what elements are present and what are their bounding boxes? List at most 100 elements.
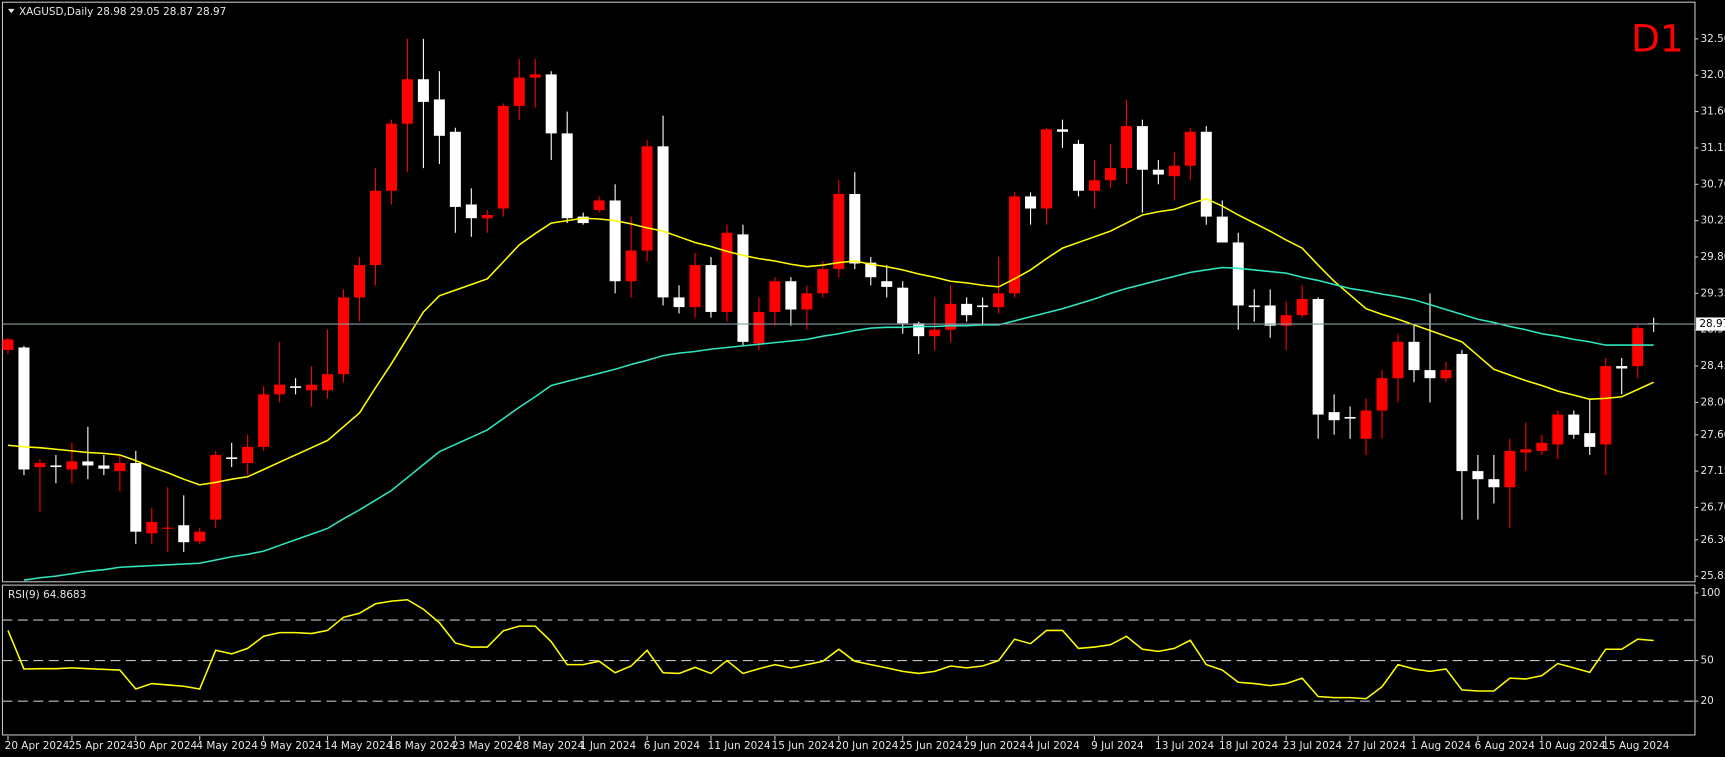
y-tick-label: 27.15 [1700,465,1725,477]
timeframe-label: D1 [1631,16,1684,60]
candle-body [993,293,1005,308]
candle-body [130,463,142,532]
x-tick-label: 18 May 2024 [388,740,457,752]
y-tick-label: 26.30 [1700,534,1725,546]
candle-body [306,384,318,391]
y-tick-label: 27.60 [1700,429,1725,441]
candle-body [369,190,381,266]
candle-body [1344,416,1356,419]
candle-body [178,525,190,543]
candle-body [322,374,334,391]
candle-body [1632,328,1644,367]
candle-body [817,269,829,294]
candle-body [337,297,350,375]
candle-body [689,265,701,308]
candle-body [1025,196,1037,209]
x-tick-label: 9 May 2024 [260,740,322,752]
y-tick-label: 20 [1700,695,1713,707]
x-tick-label: 27 Jul 2024 [1347,740,1407,752]
x-tick-label: 20 Jun 2024 [836,740,899,752]
x-tick-label: 15 Aug 2024 [1602,740,1669,752]
x-tick-label: 28 May 2024 [516,740,585,752]
candle-body [1120,126,1132,169]
candle-body [865,262,877,278]
candle-body [497,105,509,209]
x-tick-label: 23 Jul 2024 [1283,740,1343,752]
candle-body [705,265,717,312]
candle-body [913,323,925,337]
candle-body [1041,129,1053,209]
candle-body [1424,370,1436,379]
menu-arrow[interactable] [7,8,15,14]
candle-body [481,214,493,219]
candle-body [1232,242,1244,306]
candle-body [1312,299,1324,415]
candle-body [929,329,941,337]
x-tick-label: 13 Jul 2024 [1155,740,1215,752]
candle-body [561,133,573,219]
x-tick-label: 18 Jul 2024 [1219,740,1279,752]
candle-body [258,394,270,447]
x-tick-label: 25 Jun 2024 [899,740,962,752]
candle-body [114,463,126,472]
y-tick-label: 32.50 [1700,33,1725,45]
y-tick-label: 29.35 [1700,287,1725,299]
x-tick-label: 29 Jun 2024 [963,740,1026,752]
candle-body [162,527,174,529]
candle-body [1616,366,1628,369]
x-tick-label: 15 Jun 2024 [772,740,835,752]
rsi-line [7,598,1654,700]
candle-body [1009,196,1021,294]
candle-body [753,311,765,344]
candle-body [1520,449,1532,453]
candle-body [210,454,222,520]
candle-body [977,305,989,308]
candle-body [290,386,302,388]
candle-body [897,287,909,324]
candle-body [737,234,749,342]
candle-body [242,446,254,464]
candle-body [1216,216,1228,243]
candle-body [385,123,397,191]
candle-body [529,74,541,78]
candle-body [1600,366,1612,445]
y-tick-label: 26.70 [1700,501,1725,513]
candle-body [673,297,685,308]
candle-body [353,265,365,298]
candle-body [18,347,30,470]
candle-body [721,232,733,312]
candle-body [1536,442,1548,451]
candle-body [833,193,845,270]
y-tick-label: 50 [1700,655,1713,667]
candle-body [1280,315,1292,326]
candle-body [66,461,78,470]
x-tick-label: 14 May 2024 [324,740,393,752]
candle-body [274,384,286,395]
candle-body [82,461,94,466]
panel-frame [1,1,1696,583]
candle-body [226,457,238,459]
candle-body [449,131,461,207]
candle-body [1488,479,1500,488]
moving-average [7,198,1654,486]
candle-body [945,303,957,330]
candle-body [577,216,589,224]
y-tick-label: 28.45 [1700,360,1725,372]
x-tick-label: 10 Aug 2024 [1539,740,1606,752]
candle-body [1072,143,1084,191]
y-tick-label: 32.05 [1700,69,1725,81]
last-price-box [1696,317,1725,331]
candle-body [785,281,797,310]
candle-body [1168,165,1180,177]
candle-body [1568,414,1580,435]
candle-body [34,463,46,468]
candle-body [1552,414,1564,445]
candle-body [961,303,973,316]
candle-body [593,200,605,211]
candle-body [50,465,62,468]
candle-body [1264,305,1276,326]
candle-body [609,200,621,282]
candle-body [801,293,813,310]
candle-body [194,531,206,542]
